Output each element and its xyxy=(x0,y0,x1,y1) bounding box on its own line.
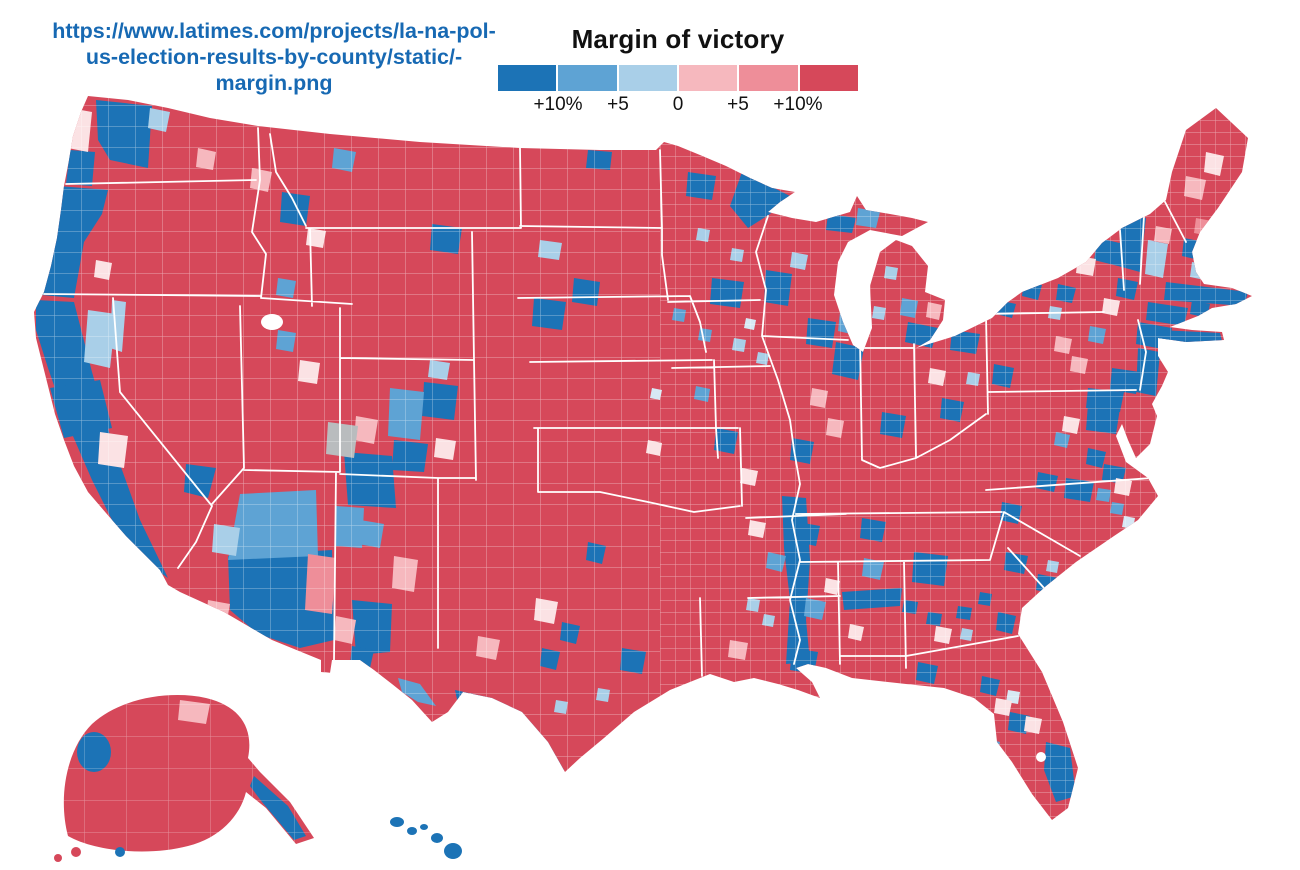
source-url-note: https://www.latimes.com/projects/la-na-p… xyxy=(16,18,532,96)
legend-swatch-rep-near0 xyxy=(678,65,738,91)
alaska-detail xyxy=(63,695,315,852)
legend-color-scale xyxy=(498,65,858,91)
legend-tick-dem10: +10% xyxy=(533,94,583,115)
source-url-line-3: margin.png xyxy=(215,71,333,95)
source-url-line-2: us-election-results-by-county/static/- xyxy=(85,45,463,69)
state-borders xyxy=(43,127,1187,677)
legend-tick-rep10: +10% xyxy=(773,94,823,115)
legend-tick-zero: 0 xyxy=(672,94,684,115)
legend-swatch-dem-near0 xyxy=(618,65,677,91)
legend-swatch-dem-plus5 xyxy=(558,65,617,91)
hawaii-islands xyxy=(390,817,462,859)
source-url-line-1: https://www.latimes.com/projects/la-na-p… xyxy=(52,19,496,43)
alaska-islands xyxy=(54,847,125,862)
legend-tick-dem5: +5 xyxy=(607,94,629,115)
legend-swatch-rep-plus10 xyxy=(799,65,858,91)
legend-swatch-dem-plus10 xyxy=(498,65,557,91)
legend-swatch-rep-plus5 xyxy=(739,65,798,91)
legend-tick-rep5: +5 xyxy=(727,94,749,115)
legend: Margin of victory +10% +5 0 +5 +10% xyxy=(498,24,858,118)
legend-tick-labels: +10% +5 0 +5 +10% xyxy=(498,94,858,118)
legend-title: Margin of victory xyxy=(571,24,785,54)
